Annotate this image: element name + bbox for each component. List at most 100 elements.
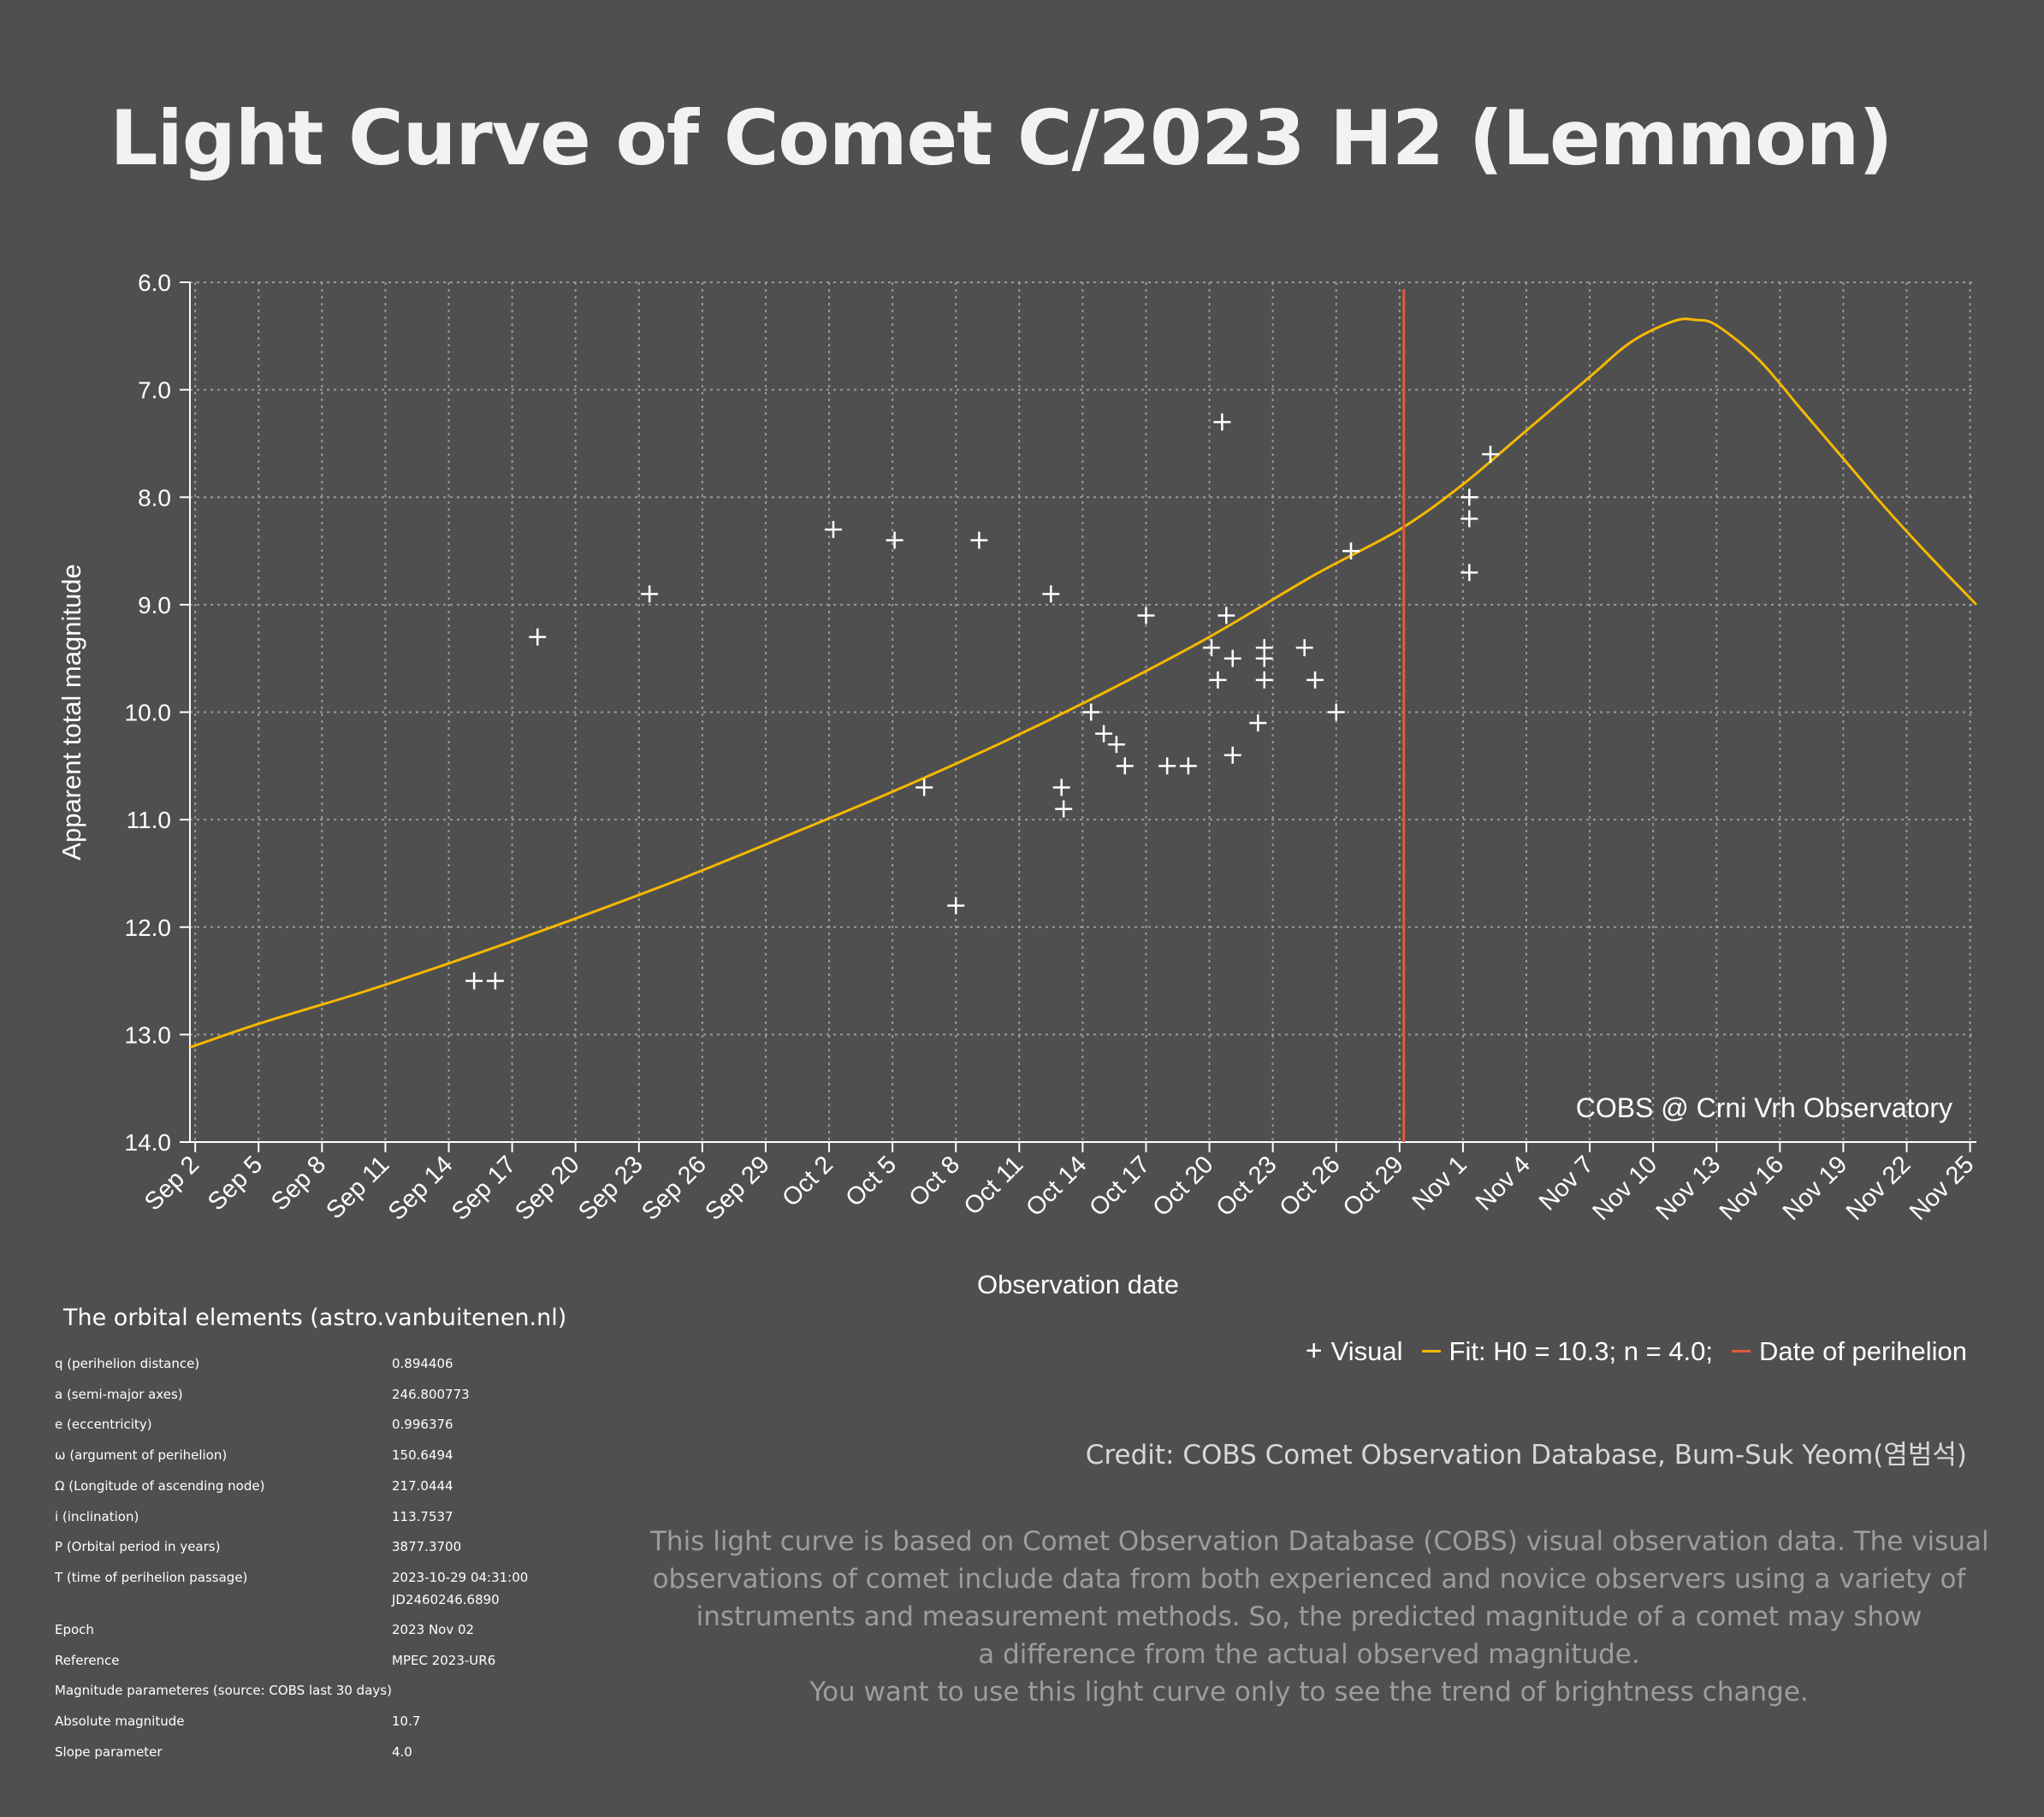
visual-point <box>529 628 547 646</box>
visual-point <box>824 520 842 538</box>
visual-point <box>1158 757 1176 775</box>
x-tick-label: Sep 23 <box>573 1151 649 1226</box>
x-tick-label: Sep 5 <box>203 1151 268 1216</box>
y-tick-label: 6.0 <box>138 269 171 296</box>
legend-visual-label: Visual <box>1330 1335 1403 1366</box>
visual-point <box>1107 736 1125 754</box>
legend-visual: + Visual <box>1306 1335 1403 1368</box>
y-tick-label: 10.0 <box>125 700 172 726</box>
visual-point <box>1052 778 1070 796</box>
visual-point <box>1209 671 1227 689</box>
visual-point <box>1223 746 1241 764</box>
observatory-annotation: COBS @ Crni Vrh Observatory <box>1576 1092 1952 1123</box>
x-tick-label: Sep 2 <box>139 1151 204 1216</box>
visual-point <box>1306 671 1324 689</box>
orbital-value: 2023-10-29 04:31:00 <box>392 1569 529 1585</box>
y-tick-label: 14.0 <box>125 1129 172 1156</box>
x-tick-label: Oct 2 <box>777 1151 838 1212</box>
visual-point <box>1203 639 1221 657</box>
orbital-value: MPEC 2023-UR6 <box>392 1652 496 1668</box>
orbital-value: 3877.3700 <box>392 1539 462 1555</box>
orbital-label: a (semi-major axes) <box>55 1386 183 1402</box>
orbital-label: Absolute magnitude <box>55 1713 185 1729</box>
visual-point <box>465 972 483 990</box>
y-tick-label: 13.0 <box>125 1021 172 1048</box>
x-tick-label: Nov 4 <box>1471 1151 1536 1216</box>
visual-point <box>1460 510 1478 528</box>
perihelion-line-icon <box>1732 1350 1751 1352</box>
visual-point <box>915 778 933 796</box>
x-tick-label: Oct 20 <box>1147 1151 1218 1222</box>
legend-perihelion-label: Date of perihelion <box>1759 1335 1967 1366</box>
x-tick-label: Nov 1 <box>1407 1151 1472 1216</box>
legend: + Visual Fit: H0 = 10.3; n = 4.0; Date o… <box>1306 1335 1967 1368</box>
disclaimer-line: observations of comet include data from … <box>652 1564 1966 1595</box>
visual-point <box>1223 649 1241 667</box>
visual-point <box>1295 639 1313 657</box>
x-axis-label: Observation date <box>977 1270 1179 1299</box>
orbital-value: 150.6494 <box>392 1447 453 1464</box>
orbital-value: 113.7537 <box>392 1508 453 1524</box>
y-tick-label: 11.0 <box>127 807 171 833</box>
orbital-label: Slope parameter <box>55 1743 163 1760</box>
disclaimer-line: This light curve is based on Comet Obser… <box>650 1526 1989 1557</box>
x-tick-label: Sep 20 <box>510 1151 585 1226</box>
x-tick-label: Oct 17 <box>1084 1151 1155 1222</box>
orbital-value: 0.894406 <box>392 1356 453 1371</box>
disclaimer-line: a difference from the actual observed ma… <box>978 1639 1640 1670</box>
visual-point <box>1179 757 1197 775</box>
x-tick-label: Nov 25 <box>1905 1151 1980 1226</box>
x-tick-label: Sep 14 <box>383 1151 459 1226</box>
fit-line-icon <box>1421 1350 1441 1352</box>
x-tick-label: Nov 22 <box>1841 1151 1917 1226</box>
cross-icon: + <box>1305 1335 1323 1367</box>
visual-point <box>947 897 965 914</box>
y-tick-label: 8.0 <box>138 484 171 511</box>
orbital-label: Ω (Longitude of ascending node) <box>55 1477 265 1494</box>
orbital-value: 2023 Nov 02 <box>392 1621 475 1637</box>
y-tick-label: 9.0 <box>138 592 171 618</box>
disclaimer-line: You want to use this light curve only to… <box>809 1677 1809 1708</box>
x-tick-label: Oct 5 <box>840 1151 902 1212</box>
orbital-value: 10.7 <box>392 1713 421 1729</box>
disclaimer-line: instruments and measurement methods. So,… <box>696 1601 1923 1632</box>
orbital-label: e (eccentricity) <box>55 1417 152 1433</box>
orbital-value: 4.0 <box>392 1743 412 1760</box>
orbital-label: Magnitude parameteres (source: COBS last… <box>55 1683 392 1699</box>
x-tick-label: Oct 14 <box>1021 1151 1092 1222</box>
x-tick-label: Sep 17 <box>447 1151 522 1226</box>
orbital-elements-title: The orbital elements (astro.vanbuitenen.… <box>63 1305 567 1331</box>
visual-point <box>1055 800 1073 818</box>
y-axis-label: Apparent total magnitude <box>56 564 86 860</box>
visual-point <box>1218 607 1235 624</box>
x-tick-label: Sep 29 <box>700 1151 775 1226</box>
label-layer: Apparent total magnitude Observation date… <box>56 564 1952 1299</box>
x-tick-label: Nov 10 <box>1588 1151 1663 1226</box>
chart-title: Light Curve of Comet C/2023 H2 (Lemmon) <box>110 94 1893 182</box>
x-tick-label: Oct 23 <box>1212 1151 1283 1222</box>
fit-curve <box>189 317 1978 1049</box>
visual-points-layer <box>465 413 1500 990</box>
x-tick-label: Oct 11 <box>959 1151 1029 1221</box>
orbital-label: i (inclination) <box>55 1508 139 1524</box>
x-tick-label: Sep 26 <box>637 1151 712 1226</box>
visual-point <box>486 972 504 990</box>
visual-point <box>1327 703 1345 721</box>
legend-fit: Fit: H0 = 10.3; n = 4.0; <box>1421 1335 1713 1367</box>
visual-point <box>1116 757 1134 775</box>
orbital-label: ω (argument of perihelion) <box>55 1447 228 1464</box>
orbital-label: Epoch <box>55 1621 94 1637</box>
visual-point <box>1082 703 1100 721</box>
orbital-value: 217.0444 <box>392 1477 453 1494</box>
visual-point <box>1095 725 1113 743</box>
visual-point <box>1460 564 1478 582</box>
y-tick-label: 12.0 <box>125 914 172 941</box>
x-tick-label: Sep 11 <box>321 1151 394 1224</box>
visual-point <box>1255 649 1273 667</box>
legend-fit-label: Fit: H0 = 10.3; n = 4.0; <box>1449 1335 1713 1366</box>
visual-point <box>1342 542 1360 560</box>
y-tick-label: 7.0 <box>138 377 171 404</box>
x-tick-label: Nov 16 <box>1715 1151 1790 1226</box>
